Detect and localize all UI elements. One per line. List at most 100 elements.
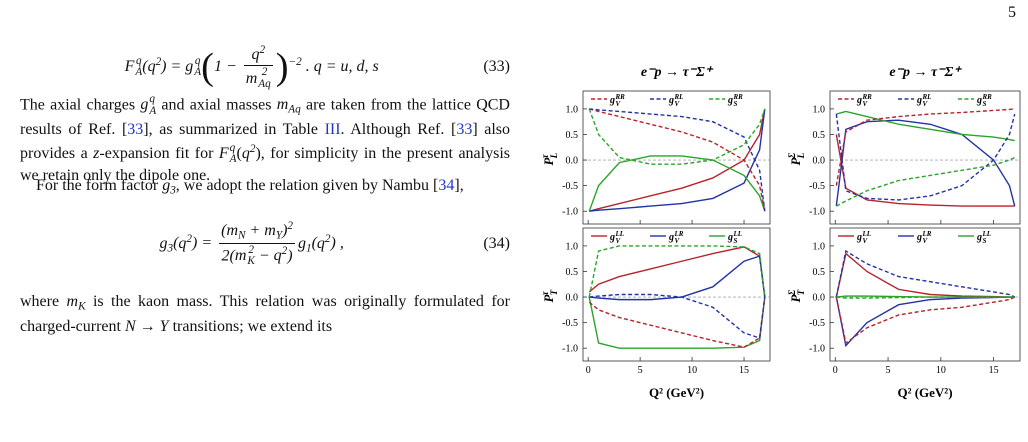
x-tick-label: 5 [886,365,891,376]
symbol: g [976,95,982,106]
subscript: 3 [170,184,176,197]
superscript: 2 [155,55,162,68]
y-tick-label: 1.0 [566,241,579,252]
curve [835,113,1016,201]
y-tick-label: 0.5 [566,267,579,278]
superscript: 2 [324,232,331,245]
superscript: 2 [248,243,254,256]
curve [588,296,766,348]
superscript: q [136,54,142,67]
denominator: 2(m 2 K − q2) [219,244,295,269]
curve [588,246,766,298]
curve [835,108,1015,186]
subscript: V [675,237,681,245]
y-tick-label: 0.0 [813,293,826,304]
reference-link[interactable]: III [324,121,341,139]
subscript: V [923,237,929,245]
subscript: T [549,289,559,295]
text-run: ( [311,234,317,252]
symbol: q [147,58,156,75]
plot-frame [582,90,771,225]
y-axis-label: PΣ T [787,289,806,302]
text-run: ) = [192,234,217,252]
text-run: ], as summarized in Table [143,121,325,139]
superscript: 2 [186,232,192,245]
text-run: ) [287,246,293,264]
x-tick-label: 5 [638,365,643,376]
symbol: m [234,246,247,264]
subscript: K [78,300,86,313]
reference-link[interactable]: 33 [456,121,473,139]
superscript: RL [922,93,932,101]
curve [589,293,766,339]
symbol: g [609,232,615,243]
superscript: RR [733,93,744,101]
math-symbol: q2 [242,143,256,162]
panel-title: e⁻p → τ⁻Σ⁺ [641,65,714,80]
numerator: q2 [243,44,273,67]
text-run: ( [236,144,242,162]
y-tick-label: 0.5 [813,267,826,278]
y-tick-label: -0.5 [809,181,825,192]
reference-link[interactable]: 33 [127,121,144,139]
symbol: N → Y [124,317,169,335]
text-run: For the form factor [36,177,163,194]
symbol: g [916,232,922,243]
curve [836,156,1016,207]
symbol: m [264,222,276,240]
text-run: are taken from the lattice QCD results o… [20,96,510,139]
curve [836,110,1015,142]
math-symbol: q2 [178,232,192,252]
symbol: g [856,95,862,106]
y-tick-label: 1.0 [813,104,826,115]
symbol: g [298,234,306,252]
subscript: Aq [288,103,301,116]
parenthesized: (1 − q2 m 2 Aq)−2 [201,44,302,90]
subscript: A [149,104,157,117]
superscript: q [194,54,201,67]
superscript: RR [982,93,993,101]
subscript: V [675,100,681,108]
symbol: g [159,234,168,252]
symbol: g [185,58,194,75]
y-tick-label: -1.0 [809,207,825,218]
subscript: S [983,237,987,245]
symbol: m [245,69,258,87]
text-run: ( [142,58,148,75]
math-symbol: m 2 Aq [245,66,271,89]
symbol: g [727,95,733,106]
curve [835,296,1016,345]
y-tick-label: 0.5 [813,130,826,141]
figure: -1.0-0.50.00.51.0e⁻p → τ⁻Σ⁺Pτ Lg RRV g RLV g R… [540,65,1021,400]
text-run: + [245,222,265,240]
math-symbol: q2 [317,232,331,252]
subscript: V [863,100,869,108]
subscript: S [734,237,738,245]
text-run: ] also provides a [20,121,511,162]
subscript: S [734,100,738,108]
superscript: LL [733,230,743,238]
subscript: N [238,229,246,242]
paragraph: For the form factor g3, we adopt the rel… [20,176,510,201]
math-symbol: q2 [147,55,162,75]
numerator: (mN + mY)2 [219,220,295,244]
symbol: P [541,157,556,166]
subscript: V [616,237,622,245]
y-tick-label: -0.5 [562,181,578,192]
curve [589,108,766,212]
paren: ( [201,46,214,89]
symbol: g [976,232,982,243]
y-tick-label: -0.5 [809,318,825,329]
x-tick-label: 0 [833,365,838,376]
math-symbol: )2 [282,220,293,239]
superscript: 2 [287,220,293,232]
sub-superscript: 2 Aq [258,66,271,91]
reference-link[interactable]: 34 [438,177,455,194]
y-tick-label: 1.0 [566,104,579,115]
subscript: V [863,237,869,245]
subscript: Aq [258,77,271,90]
